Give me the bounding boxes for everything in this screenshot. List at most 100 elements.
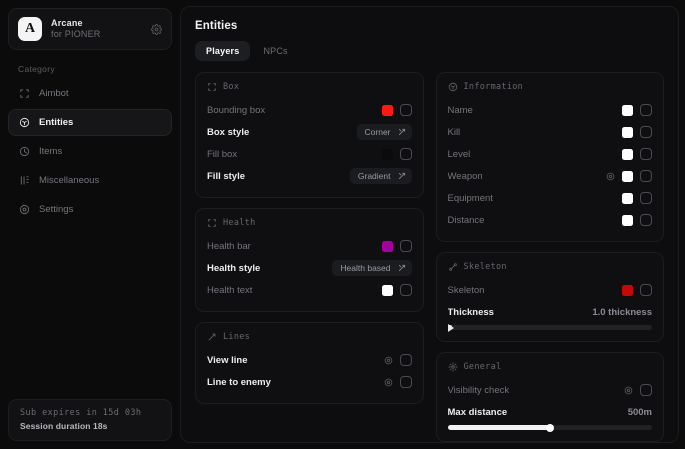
row-label: Box style xyxy=(207,126,250,138)
gear-icon[interactable] xyxy=(384,378,393,387)
toggle-checkbox[interactable] xyxy=(640,148,652,160)
cycle-icon xyxy=(398,264,406,272)
row-controls xyxy=(384,376,412,388)
row-controls xyxy=(622,214,652,226)
panel-lines: Lines View line xyxy=(195,322,424,404)
row-thickness: Thickness 1.0 thickness xyxy=(448,301,653,323)
brand-card[interactable]: A Arcane for PIONER xyxy=(8,8,172,50)
sidebar-item-settings[interactable]: Settings xyxy=(8,196,172,223)
panel-lines-header: Lines xyxy=(207,332,412,342)
slider-knob[interactable] xyxy=(447,323,454,332)
sidebar-item-miscellaneous[interactable]: Miscellaneous xyxy=(8,167,172,194)
tab-players[interactable]: Players xyxy=(195,41,251,61)
toggle-checkbox[interactable] xyxy=(399,376,412,388)
row-controls xyxy=(622,284,652,296)
panel-title: Box xyxy=(223,82,240,92)
row-controls xyxy=(381,284,412,296)
dropdown-value: Gradient xyxy=(357,171,391,181)
toggle-checkbox[interactable] xyxy=(640,214,652,226)
left-column-spacer xyxy=(195,414,424,432)
row-label: Kill xyxy=(447,126,461,138)
toggle-checkbox[interactable] xyxy=(640,170,652,182)
row-health-bar: Health bar xyxy=(207,235,412,257)
row-label: Weapon xyxy=(447,170,483,182)
sidebar-nav: Aimbot Entities Items xyxy=(6,80,174,223)
gear-icon[interactable] xyxy=(606,172,615,181)
crosshair-icon xyxy=(19,88,30,99)
slider-fill xyxy=(447,425,550,430)
row-controls xyxy=(384,354,412,366)
color-swatch[interactable] xyxy=(622,284,633,296)
right-column: Information Name Kill xyxy=(435,72,664,442)
slider-knob[interactable] xyxy=(545,423,554,432)
toggle-checkbox[interactable] xyxy=(399,284,412,296)
row-controls xyxy=(624,384,652,396)
color-swatch[interactable] xyxy=(622,104,633,116)
sidebar-item-aimbot[interactable]: Aimbot xyxy=(8,80,172,107)
row-label: View line xyxy=(207,354,248,366)
color-swatch[interactable] xyxy=(622,214,633,226)
row-label: Skeleton xyxy=(447,284,485,296)
row-health-text: Health text xyxy=(207,279,412,301)
row-controls xyxy=(381,104,412,116)
general-icon xyxy=(447,362,458,372)
max-distance-slider[interactable] xyxy=(447,423,652,432)
toggle-checkbox[interactable] xyxy=(399,240,412,252)
toggle-checkbox[interactable] xyxy=(640,192,652,204)
color-swatch[interactable] xyxy=(622,170,633,182)
row-controls xyxy=(381,148,412,160)
toggle-checkbox[interactable] xyxy=(640,284,652,296)
session-duration: Session duration 18s xyxy=(20,421,108,431)
dropdown-box-style[interactable]: Corner xyxy=(356,124,412,140)
color-swatch[interactable] xyxy=(381,284,393,296)
row-label: Distance xyxy=(447,214,485,226)
tab-npcs[interactable]: NPCs xyxy=(263,46,288,56)
left-column: Box Bounding box Box style Corner xyxy=(195,72,424,432)
row-label: Health style xyxy=(207,262,261,274)
row-fill-style: Fill style Gradient xyxy=(207,165,412,187)
dropdown-value: Health based xyxy=(340,263,391,273)
toggle-checkbox[interactable] xyxy=(399,148,412,160)
color-swatch[interactable] xyxy=(622,148,633,160)
sidebar-item-items[interactable]: Items xyxy=(8,138,172,165)
toggle-checkbox[interactable] xyxy=(399,104,412,116)
dropdown-health-style[interactable]: Health based xyxy=(332,260,412,276)
sidebar-item-label: Items xyxy=(39,146,63,157)
row-box-style: Box style Corner xyxy=(207,121,412,143)
thickness-slider[interactable] xyxy=(447,323,652,332)
row-controls xyxy=(622,126,652,138)
row-label: Health text xyxy=(207,284,253,296)
row-label: Level xyxy=(447,148,471,160)
gear-icon[interactable] xyxy=(384,356,393,365)
row-level: Level xyxy=(447,143,652,165)
color-swatch[interactable] xyxy=(381,240,393,252)
panel-title: General xyxy=(463,362,502,372)
toggle-checkbox[interactable] xyxy=(640,104,652,116)
grid-icon xyxy=(19,175,30,186)
row-skeleton: Skeleton xyxy=(447,279,652,301)
color-swatch[interactable] xyxy=(381,104,393,116)
brand-name: Arcane xyxy=(51,17,83,28)
panel-general-header: General xyxy=(447,362,653,372)
color-swatch[interactable] xyxy=(381,148,393,160)
sidebar-item-entities[interactable]: Entities xyxy=(8,109,172,136)
info-icon xyxy=(448,82,458,92)
color-swatch[interactable] xyxy=(622,192,633,204)
dropdown-fill-style[interactable]: Gradient xyxy=(349,168,412,184)
gear-icon[interactable] xyxy=(151,23,162,35)
thickness-value: 1.0 thickness xyxy=(592,306,652,318)
cycle-icon xyxy=(398,128,406,136)
toggle-checkbox[interactable] xyxy=(640,126,652,138)
row-bounding-box: Bounding box xyxy=(207,99,412,121)
row-controls xyxy=(622,104,652,116)
toggle-checkbox[interactable] xyxy=(399,354,412,366)
toggle-checkbox[interactable] xyxy=(640,384,652,396)
row-label: Fill box xyxy=(207,148,238,160)
dropdown-value: Corner xyxy=(364,127,391,137)
panel-health-header: Health xyxy=(207,218,412,228)
color-swatch[interactable] xyxy=(622,126,633,138)
row-label: Thickness xyxy=(447,306,494,318)
panel-information: Information Name Kill xyxy=(435,72,664,242)
gear-icon[interactable] xyxy=(624,386,633,395)
panel-title: Skeleton xyxy=(463,262,507,272)
